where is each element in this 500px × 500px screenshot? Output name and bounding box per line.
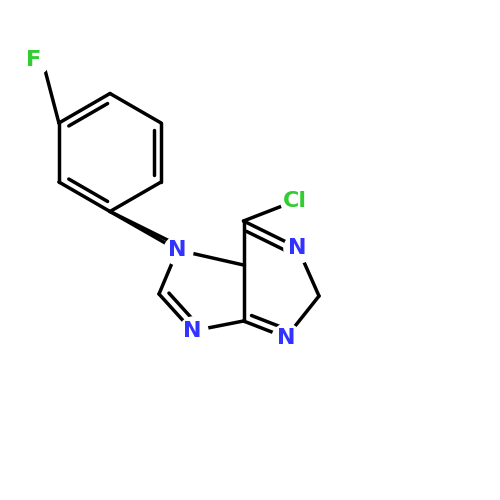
Text: Cl: Cl bbox=[283, 191, 307, 211]
Text: N: N bbox=[277, 328, 295, 347]
Text: N: N bbox=[168, 240, 187, 260]
Text: F: F bbox=[26, 50, 42, 70]
Text: N: N bbox=[183, 321, 202, 341]
Text: N: N bbox=[288, 238, 307, 258]
Text: F: F bbox=[26, 50, 42, 70]
